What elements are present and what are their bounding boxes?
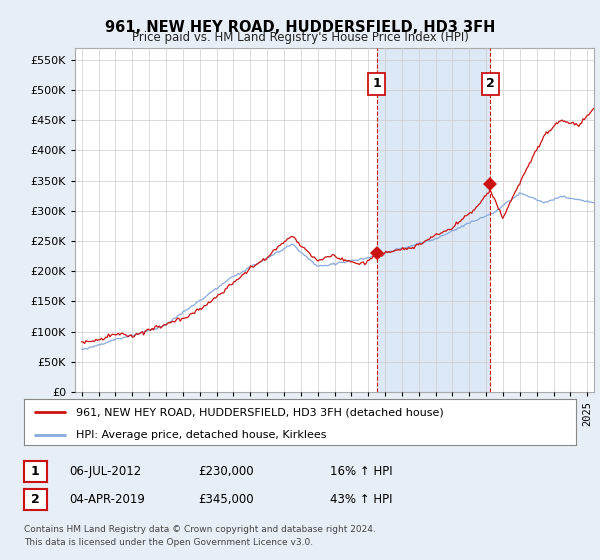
Text: 06-JUL-2012: 06-JUL-2012	[69, 465, 141, 478]
Text: Price paid vs. HM Land Registry's House Price Index (HPI): Price paid vs. HM Land Registry's House …	[131, 31, 469, 44]
Text: 1: 1	[31, 465, 40, 478]
Bar	[377, 48, 490, 392]
Text: 43% ↑ HPI: 43% ↑ HPI	[330, 493, 392, 506]
Text: 2: 2	[31, 493, 40, 506]
Text: 2: 2	[486, 77, 495, 90]
Text: 04-APR-2019: 04-APR-2019	[69, 493, 145, 506]
Text: 961, NEW HEY ROAD, HUDDERSFIELD, HD3 3FH: 961, NEW HEY ROAD, HUDDERSFIELD, HD3 3FH	[105, 20, 495, 35]
Text: £230,000: £230,000	[198, 465, 254, 478]
Text: 1: 1	[372, 77, 381, 90]
Text: HPI: Average price, detached house, Kirklees: HPI: Average price, detached house, Kirk…	[76, 430, 327, 440]
Text: Contains HM Land Registry data © Crown copyright and database right 2024.
This d: Contains HM Land Registry data © Crown c…	[24, 525, 376, 547]
Text: 961, NEW HEY ROAD, HUDDERSFIELD, HD3 3FH (detached house): 961, NEW HEY ROAD, HUDDERSFIELD, HD3 3FH…	[76, 407, 444, 417]
Text: 16% ↑ HPI: 16% ↑ HPI	[330, 465, 392, 478]
Text: £345,000: £345,000	[198, 493, 254, 506]
